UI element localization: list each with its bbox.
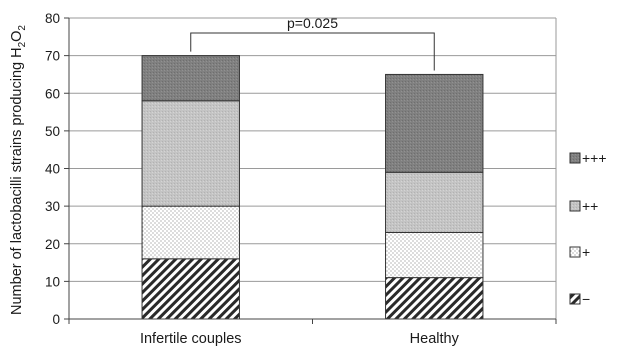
legend-label: +++	[582, 150, 607, 166]
significance-bracket	[190, 32, 435, 71]
bar-segment	[385, 231, 484, 279]
y-tick-label: 20	[45, 237, 60, 252]
bar-segment	[385, 171, 484, 233]
bar-segment	[385, 73, 484, 173]
legend-swatch	[569, 293, 581, 305]
y-tick-label: 10	[45, 274, 60, 289]
y-tick-label: 30	[45, 199, 60, 214]
bar-segment	[141, 55, 240, 102]
p-value-label: p=0.025	[287, 15, 338, 31]
y-tick-label: 70	[45, 49, 60, 64]
y-tick-label: 50	[45, 124, 60, 139]
significance-annotation: p=0.025	[190, 15, 435, 71]
bar-segment	[385, 277, 484, 320]
bar-segment	[141, 258, 240, 320]
y-tick-label: 40	[45, 162, 60, 177]
legend-label: +	[582, 244, 590, 260]
x-axis: Infertile couples Healthy	[68, 318, 557, 347]
legend-swatch	[569, 246, 581, 258]
y-axis-label: Number of lactobacilli strains producing…	[9, 25, 28, 315]
legend-label: ++	[582, 198, 598, 214]
bars	[141, 55, 484, 320]
y-tick-label: 0	[52, 312, 60, 327]
legend: ++++++−	[569, 150, 607, 307]
legend-swatch	[569, 152, 581, 164]
bar-segment	[141, 100, 240, 207]
x-tick-label: Infertile couples	[140, 331, 242, 347]
legend-swatch	[569, 200, 581, 212]
legend-label: −	[582, 291, 590, 307]
x-tick-label: Healthy	[410, 331, 460, 347]
y-tick-label: 80	[45, 11, 60, 26]
y-tick-label: 60	[45, 86, 60, 101]
bar-segment	[141, 205, 240, 260]
y-axis: 0 10 20 30 40 50 60 70 80	[45, 11, 70, 327]
